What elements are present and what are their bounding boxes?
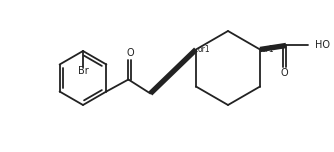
- Text: HO: HO: [315, 40, 330, 50]
- Text: O: O: [281, 69, 288, 78]
- Text: or1: or1: [262, 45, 275, 55]
- Text: O: O: [126, 48, 134, 59]
- Text: Br: Br: [77, 66, 89, 76]
- Text: or1: or1: [198, 45, 210, 55]
